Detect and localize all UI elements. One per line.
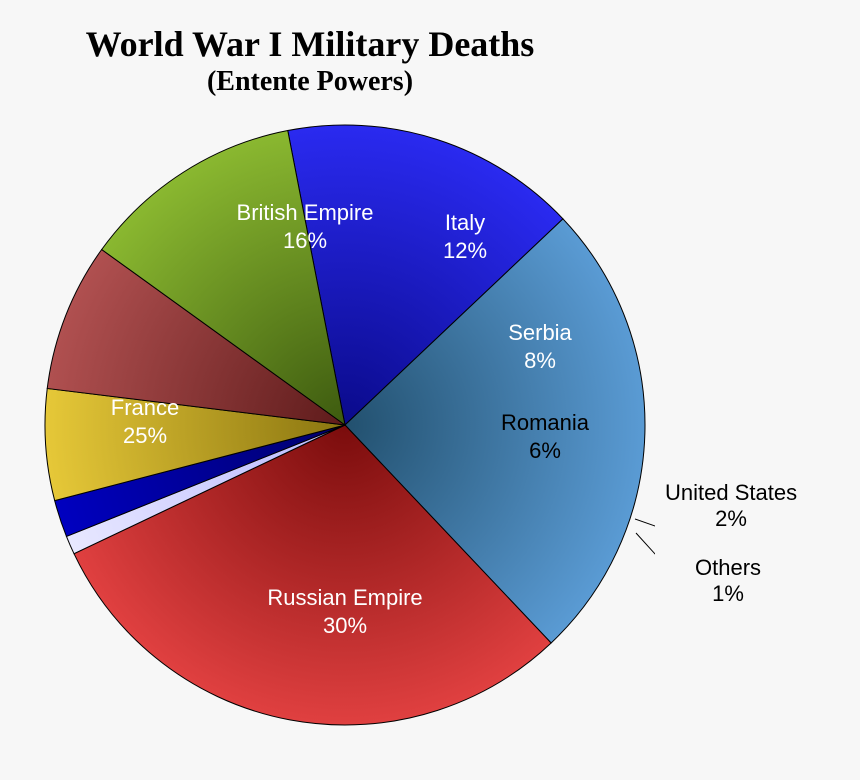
slice-label-france: France [111,395,179,420]
title-block: World War I Military Deaths (Entente Pow… [35,25,585,97]
slice-label-serbia: Serbia [508,320,572,345]
slice-label-british-empire: British Empire [237,200,374,225]
ext-label-others: Others1% [695,555,761,608]
ext-label-united-states: United States2% [665,480,797,533]
slice-value-russian-empire: 30% [323,613,367,638]
slice-label-russian-empire: Russian Empire [267,585,422,610]
slice-label-italy: Italy [445,210,485,235]
chart-subtitle: (Entente Powers) [35,67,585,98]
slice-value-british-empire: 16% [283,228,327,253]
slice-label-romania: Romania [501,410,590,435]
slice-value-italy: 12% [443,238,487,263]
slice-value-romania: 6% [529,438,561,463]
chart-container: World War I Military Deaths (Entente Pow… [0,0,860,780]
slice-value-france: 25% [123,423,167,448]
leader-united-states [635,519,655,590]
leader-others [636,533,655,665]
pie-chart: British Empire 16% France 25% Russian Empire… [35,115,655,735]
slice-value-serbia: 8% [524,348,556,373]
chart-title: World War I Military Deaths [35,25,585,65]
